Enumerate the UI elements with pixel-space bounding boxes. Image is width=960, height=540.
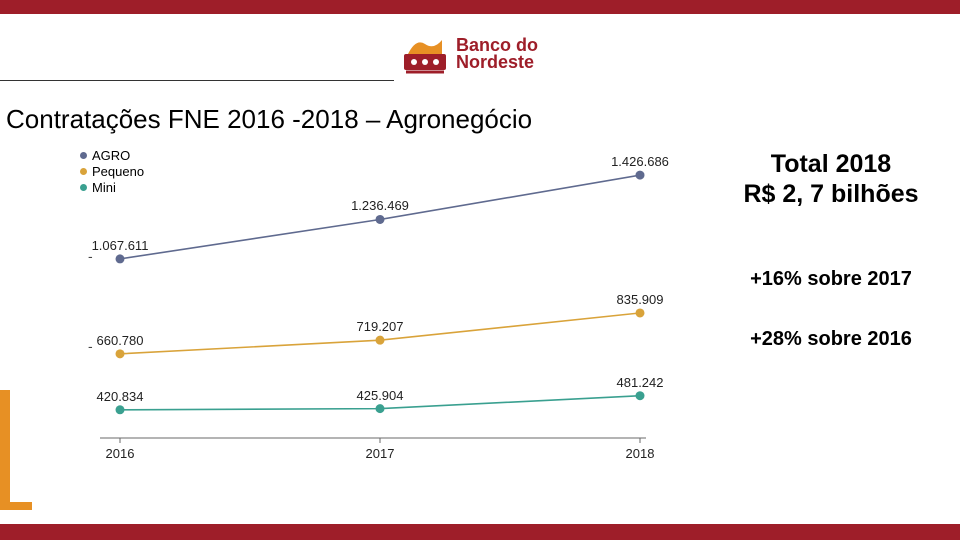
axis-dash-1: -	[88, 248, 93, 264]
x-tick-label: 2017	[366, 446, 395, 461]
accent-horizontal	[10, 502, 32, 510]
point-label: 660.780	[97, 333, 144, 348]
side-delta-2016: +28% sobre 2016	[716, 328, 946, 351]
side-delta-2017: +16% sobre 2017	[716, 268, 946, 291]
point-label: 1.236.469	[351, 198, 409, 213]
point-label: 835.909	[617, 292, 664, 307]
point-label: 420.834	[97, 389, 144, 404]
x-tick-label: 2018	[626, 446, 655, 461]
page-title: Contratações FNE 2016 -2018 – Agronegóci…	[6, 104, 532, 135]
side-total-line2: R$ 2, 7 bilhões	[716, 180, 946, 210]
header-rule	[0, 80, 394, 81]
point-label: 1.067.611	[92, 238, 149, 253]
point-label: 1.426.686	[611, 154, 669, 169]
side-total: Total 2018 R$ 2, 7 bilhões	[716, 150, 946, 209]
top-bar	[0, 0, 960, 14]
logo-text: Banco do Nordeste	[456, 37, 538, 71]
chart-area: AGROPequenoMini 2016201720181.067.6111.2…	[80, 148, 650, 478]
x-tick-label: 2016	[106, 446, 135, 461]
point-label: 425.904	[357, 388, 404, 403]
logo-line2: Nordeste	[456, 54, 538, 71]
bottom-bar	[0, 524, 960, 540]
slide-root: Banco do Nordeste Contratações FNE 2016 …	[0, 0, 960, 540]
accent-vertical	[0, 390, 10, 510]
point-label: 719.207	[357, 319, 404, 334]
logo-mark-icon	[402, 32, 448, 76]
axis-dash-2: -	[88, 338, 93, 354]
logo: Banco do Nordeste	[402, 32, 538, 76]
point-label: 481.242	[617, 375, 664, 390]
side-total-line1: Total 2018	[716, 150, 946, 180]
